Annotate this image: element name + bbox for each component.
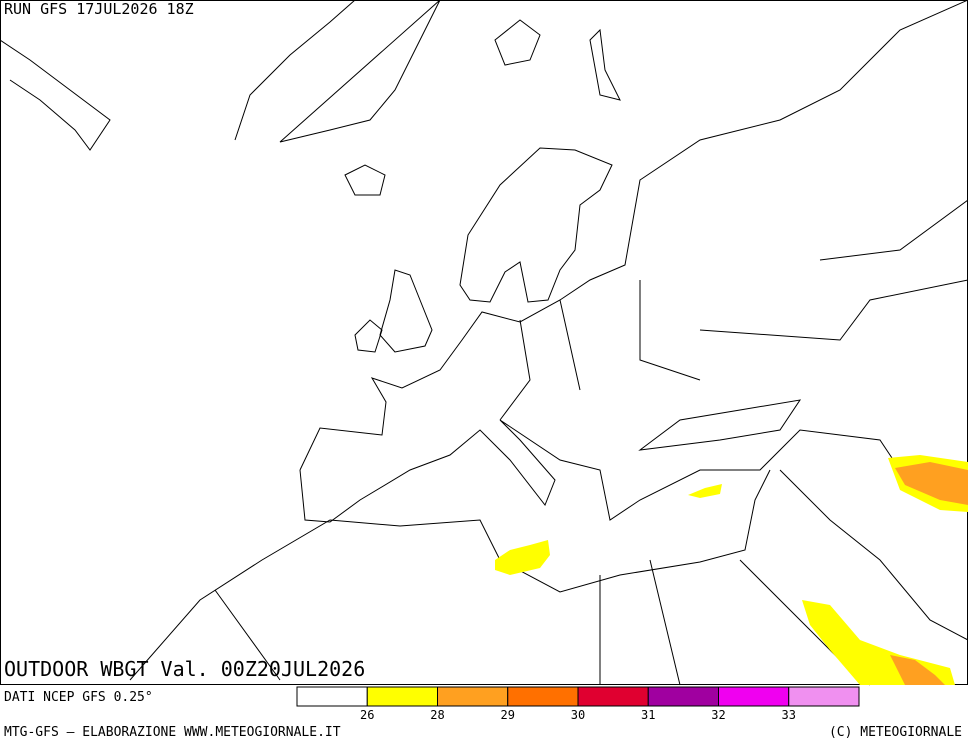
wbgt-fields [495,455,968,685]
great-britain [379,269,433,353]
scandinavia [459,147,613,303]
arabia [779,469,968,641]
legend-label: 29 [501,708,515,722]
svalbard [494,19,621,101]
map-title: OUTDOOR WBGT Val. 00Z20JUL2026 [4,657,365,681]
copyright: (C) METEOGIORNALE [829,725,962,740]
black-sea [638,399,802,451]
mediterranean-north [299,419,901,523]
canada-coast [0,39,111,151]
legend-label: 26 [360,708,374,722]
data-source: DATI NCEP GFS 0.25° [4,690,153,705]
field-cyprus [688,484,722,498]
legend-swatch [366,686,438,707]
legend-label: 30 [571,708,585,722]
legend-swatch [507,686,579,707]
run-label: RUN GFS 17JUL2026 18Z [4,0,194,18]
legend-swatch [788,686,860,707]
field-iran-hot [895,462,968,505]
map-frame [0,0,968,685]
legend-swatch [718,686,790,707]
legend-label: 32 [711,708,725,722]
ireland [354,319,383,353]
legend-swatch [647,686,719,707]
legend-swatch [437,686,509,707]
legend-swatch [577,686,649,707]
credit: MTG-GFS — ELABORAZIONE WWW.METEOGIORNALE… [4,725,341,740]
legend-label: 28 [430,708,444,722]
borders [214,199,968,686]
iceland [344,164,386,196]
field-arabia-hot [890,655,945,685]
legend-label: 31 [641,708,655,722]
legend-swatch [296,686,368,707]
legend: 26 28 29 30 31 32 33 [296,686,860,722]
field-libya [495,540,550,575]
greenland [234,0,441,143]
legend-label: 33 [782,708,796,722]
